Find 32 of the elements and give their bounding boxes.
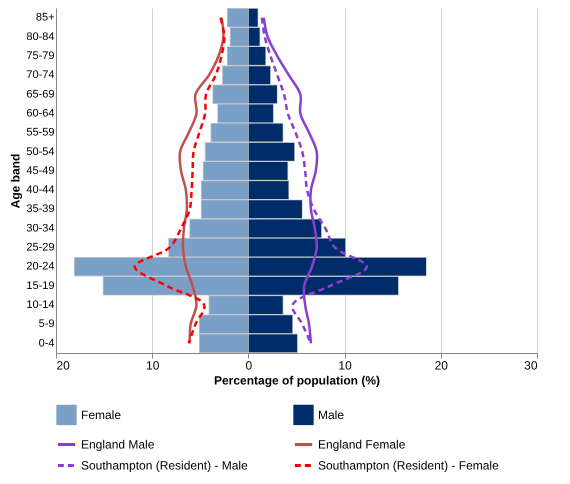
x-tick-label: 10 [146, 358, 160, 372]
y-tick-label: 50-54 [26, 146, 54, 158]
y-tick-label: 0-4 [38, 337, 54, 350]
y-tick-label: 70-74 [26, 69, 54, 82]
y-tick-label: 25-29 [26, 242, 54, 254]
y-tick-label: 30-34 [26, 222, 54, 234]
legend-label: Female [81, 408, 122, 422]
y-tick-label: 40-44 [26, 184, 54, 196]
legend-label: Southampton (Resident) - Female [318, 458, 500, 472]
legend-label: Southampton (Resident) - Male [81, 458, 248, 472]
y-tick-label: 80-84 [26, 30, 54, 43]
y-tick-label: 65-69 [26, 88, 54, 100]
y-axis-title: Age band [8, 154, 22, 208]
legend-label: Male [318, 408, 344, 422]
y-tick-label: 20-24 [26, 260, 54, 273]
y-tick-label: 60-64 [26, 107, 54, 120]
y-tick-label: 5-9 [38, 318, 54, 330]
y-tick-label: 35-39 [26, 203, 54, 216]
y-tick-label: 55-59 [26, 126, 54, 139]
x-tick-label: 30 [524, 358, 538, 372]
x-tick-label: 0 [246, 358, 253, 372]
x-axis-title: Percentage of population (%) [214, 374, 380, 388]
y-tick-label: 15-19 [26, 280, 54, 292]
y-tick-label: 45-49 [26, 164, 54, 177]
x-tick-label: 20 [56, 358, 70, 372]
legend-label: England Male [81, 438, 155, 452]
legend-label: England Female [318, 438, 406, 452]
y-tick-label: 10-14 [26, 299, 54, 312]
y-tick-label: 85+ [36, 12, 54, 24]
x-tick-label: 10 [338, 358, 352, 372]
y-tick-label: 75-79 [26, 50, 54, 62]
x-tick-label: 20 [434, 358, 448, 372]
